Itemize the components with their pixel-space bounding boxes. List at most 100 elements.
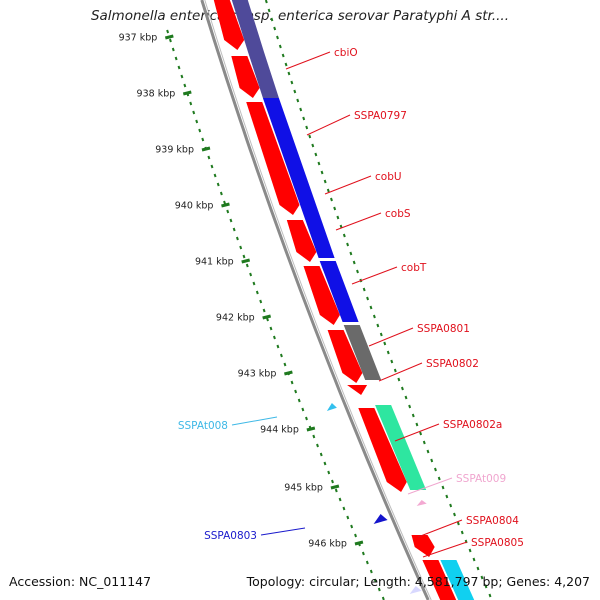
ruler-dot — [284, 62, 288, 67]
cds-arrow — [358, 408, 407, 492]
ruler-dot — [323, 179, 327, 184]
ruler-dot — [177, 65, 181, 70]
ruler-dot — [327, 470, 331, 475]
ruler-dot — [314, 152, 318, 157]
tick-label: 940 kbp — [175, 201, 214, 212]
ruler-dot — [437, 476, 441, 481]
ruler-dot — [168, 38, 172, 43]
ruler-dot — [249, 272, 253, 277]
tick-mark — [330, 484, 340, 490]
ruler-dot — [379, 332, 383, 337]
cds-arrow — [231, 56, 260, 98]
ruler-dot — [216, 182, 220, 187]
feature-labels: cbiO SSPA0797 cobU cobS cobT SSPA0801 SSPA0802… — [178, 47, 524, 558]
ruler-dot — [269, 326, 273, 331]
ruler-dot — [453, 512, 456, 517]
tick-label: 938 kbp — [137, 89, 176, 100]
tick-label: 941 kbp — [195, 257, 234, 268]
tick-label: 939 kbp — [155, 145, 194, 156]
ruler-dot — [207, 155, 211, 160]
ruler-dot — [331, 479, 334, 484]
gene-label: SSPA0805 — [471, 537, 524, 549]
feature-tracks — [166, 0, 492, 600]
ruler-dot — [266, 317, 269, 322]
ruler-dot — [174, 56, 178, 61]
ruler-dot — [330, 197, 333, 202]
ruler-dot — [294, 389, 298, 394]
ruler-dot — [366, 296, 370, 301]
tick-mark — [354, 540, 364, 546]
tick-label: 946 kbp — [308, 539, 347, 550]
category-block — [262, 98, 335, 258]
tick-label: 943 kbp — [238, 369, 277, 380]
leader-line — [368, 327, 414, 347]
leader-line — [422, 541, 468, 558]
ruler-dot — [468, 548, 472, 553]
ruler-dot — [232, 227, 236, 232]
tick-marks: 937 kbp 938 kbp 939 kbp 940 kbp 941 kbp 942 k… — [119, 33, 364, 550]
ruler-dot — [354, 533, 357, 538]
tick-label: 937 kbp — [119, 33, 158, 44]
cds-arrow — [213, 0, 245, 50]
map-title: Salmonella enterica subsp. enterica sero… — [90, 8, 510, 24]
ruler-dot — [223, 200, 226, 205]
category-block — [231, 0, 264, 52]
ruler-dot — [195, 119, 199, 124]
ruler-dot — [210, 164, 214, 169]
ruler-dot — [397, 377, 401, 382]
ruler-dot — [362, 287, 366, 292]
gene-label: SSPA0803 — [204, 530, 257, 542]
ruler-dot — [456, 521, 460, 526]
ruler-dot — [488, 593, 492, 598]
leader-line — [285, 51, 331, 70]
ruler-dot — [365, 560, 369, 565]
cds-arrow — [286, 220, 317, 262]
ruler-dot — [297, 398, 301, 403]
gene-label: SSPA0802a — [443, 419, 502, 431]
trna-feature — [326, 403, 337, 411]
ruler-dot — [472, 557, 476, 562]
leader-line — [335, 212, 382, 231]
ruler-dot — [201, 137, 205, 142]
ruler-dot — [229, 218, 233, 223]
ruler-dot — [361, 551, 365, 556]
tick-mark — [201, 146, 211, 152]
cds-arrow — [347, 385, 368, 395]
gene-label: cobS — [385, 208, 411, 220]
ruler-dot — [386, 350, 390, 355]
cds-arrow — [303, 266, 340, 325]
tick-label: 942 kbp — [216, 313, 255, 324]
ruler-dot — [430, 458, 434, 463]
ruler-dot — [219, 191, 223, 196]
ruler-dot — [213, 173, 217, 178]
ruler-dot — [180, 74, 184, 79]
ruler-dot — [390, 359, 394, 364]
category-block — [375, 405, 427, 490]
ruler-dot — [245, 263, 249, 268]
ruler-dot — [272, 335, 276, 340]
tick-mark — [262, 314, 272, 320]
ruler-dot — [276, 35, 279, 40]
ruler-dot — [290, 80, 294, 85]
ruler-dot — [276, 344, 280, 349]
ruler-dot — [415, 422, 419, 427]
ruler-dot — [301, 407, 305, 412]
ruler-dot — [171, 47, 175, 52]
ruler-dot — [302, 116, 306, 121]
ruler-dot — [305, 125, 309, 130]
reverse-cds — [409, 586, 422, 594]
ruler-dot — [320, 170, 324, 175]
leader-line — [351, 266, 398, 285]
gene-label: SSPA0801 — [417, 323, 470, 335]
trna-feature — [416, 500, 427, 506]
tick-mark — [221, 202, 230, 208]
ruler-dot — [259, 299, 263, 304]
ruler-dot — [283, 362, 287, 367]
ruler-dot — [441, 485, 445, 490]
ruler-dot — [400, 386, 404, 391]
tick-mark — [284, 370, 293, 376]
ruler-dot — [342, 506, 346, 511]
ruler-dot — [287, 71, 291, 76]
ruler-dot — [311, 143, 315, 148]
